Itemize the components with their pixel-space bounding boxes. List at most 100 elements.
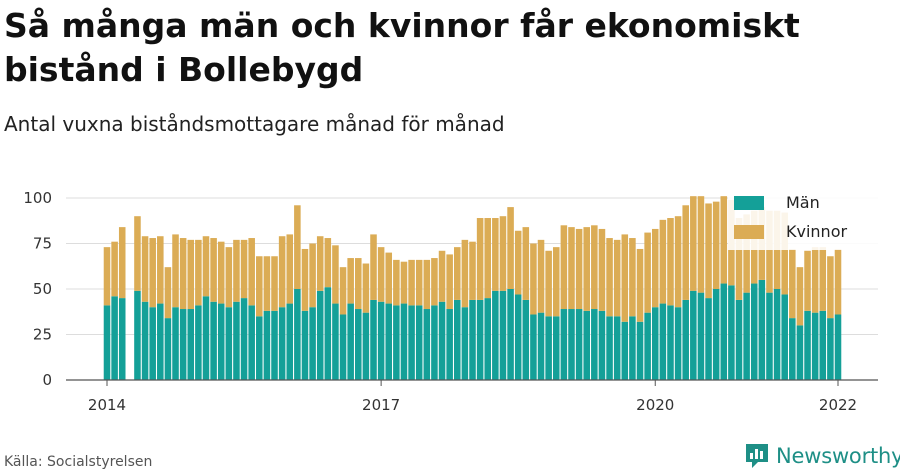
bar-men [377,301,385,380]
bar-men [294,289,301,380]
bar-men [621,321,629,380]
bar-men [187,309,195,380]
bar-women [644,232,651,313]
bar-men [271,310,278,380]
bar-men [134,290,141,380]
bar-men [781,294,788,380]
y-tick-label: 0 [42,371,52,389]
bar-men [545,316,552,380]
bar-men [370,299,377,380]
bar-women [522,227,530,300]
bar-men [202,296,210,380]
bar-men [164,318,172,380]
bar-men [811,312,819,380]
y-tick-label: 25 [33,326,52,344]
bar-men [256,316,263,380]
bar-women [263,256,271,311]
bar-women [667,218,674,306]
bar-women [210,238,217,302]
bar-women [591,225,598,310]
bar-women [537,239,545,313]
bar-women [621,234,629,322]
bar-women [575,228,583,310]
bar-men [514,294,522,380]
bar-women [796,267,804,326]
bar-men [332,303,339,380]
bar-women [157,236,164,304]
bar-men [393,305,400,380]
legend-item-women: Kvinnor [734,217,890,246]
newsworthy-logo-icon [746,444,768,468]
bar-women [415,259,423,306]
bar-women [453,247,461,300]
bar-women [240,239,248,299]
bar-men [560,309,568,380]
bar-men [286,303,294,380]
bar-men [263,310,271,380]
bar-women [484,218,492,299]
legend-label-women: Kvinnor [786,222,848,241]
bar-women [408,259,415,306]
bar-women [789,248,796,319]
bar-women [598,228,606,311]
bar-women [202,236,210,297]
bar-men [720,283,728,380]
bar-women [461,239,469,308]
bar-men [324,287,332,380]
brand-name: Newsworthy [776,444,900,468]
bar-women [286,234,294,304]
bar-women [720,196,728,284]
bar-men [233,301,240,380]
bar-women [735,218,743,300]
bar-men [111,296,118,380]
bar-women [568,227,575,310]
bar-women [316,236,324,291]
legend-swatch-women [734,224,764,239]
bar-women [514,230,522,295]
newsworthy-logo[interactable]: Newsworthy [744,441,900,471]
bar-men [362,312,370,380]
bar-women [248,238,255,306]
bar-men [499,290,507,380]
bar-men [827,318,834,380]
bar-men [400,303,408,380]
bar-women [400,261,408,304]
bar-women [271,256,278,311]
bar-men [210,301,217,380]
bar-women [690,196,697,291]
bar-women [636,248,644,322]
bar-women [819,247,827,311]
bar-men [690,290,697,380]
bar-women [217,241,225,304]
bar-women [377,247,385,302]
bar-women [530,243,537,315]
bar-men [766,292,773,380]
bar-women [111,241,118,297]
bar-women [164,267,172,319]
bar-women [309,243,316,308]
bar-men [606,316,613,380]
legend: Män Kvinnor [728,186,890,250]
bar-women [811,247,819,313]
bar-men [301,310,309,380]
bar-women [134,216,141,291]
bar-women [233,239,240,302]
legend-swatch-men [734,195,764,210]
bar-men [179,309,187,380]
bar-men [735,299,743,380]
bar-men [339,314,347,380]
bar-men [712,289,720,380]
y-tick-label: 100 [23,189,52,207]
bar-women [385,252,393,304]
bar-men [636,321,644,380]
bar-women [766,210,773,293]
bar-men [591,309,598,380]
bar-men [316,290,324,380]
bar-women [492,218,499,291]
bar-women [712,201,720,289]
bar-women [118,227,126,299]
bar-women [187,239,195,310]
bar-men [613,316,621,380]
bar-men [667,305,674,380]
bar-men [796,325,804,380]
